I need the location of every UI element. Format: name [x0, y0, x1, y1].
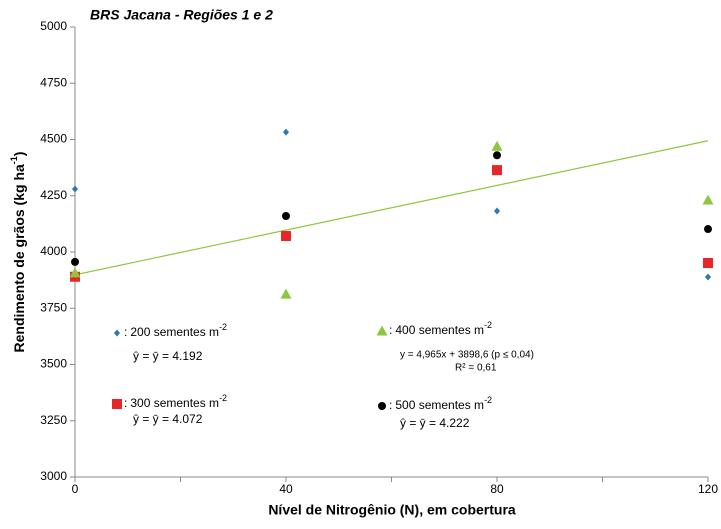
series-stat: R² = 0,61: [455, 363, 497, 374]
y-axis-label: Rendimento de grãos (kg ha-1): [9, 152, 26, 353]
y-tick-label: 3000: [40, 469, 67, 483]
legend-separator: :: [389, 398, 392, 412]
y-tick-label: 4500: [40, 132, 67, 146]
legend-entry: :500 sementes m-2: [389, 395, 492, 412]
series-stat: ŷ = ȳ = 4.072: [133, 412, 203, 426]
legend-marker: [114, 329, 120, 337]
legend-sup: -2: [484, 395, 492, 405]
y-tick-label: 3500: [40, 357, 67, 371]
point: [493, 151, 501, 160]
point: [705, 273, 711, 281]
legend-name: 300 sementes m: [130, 396, 219, 410]
point: [280, 288, 292, 299]
legend-sup: -2: [484, 320, 492, 330]
point: [281, 231, 291, 242]
series-stat: ŷ = ȳ = 4.192: [133, 349, 203, 363]
point: [494, 207, 500, 215]
legend-separator: :: [124, 396, 127, 410]
y-tick-label: 4250: [40, 188, 67, 202]
y-tick-label: 5000: [40, 19, 67, 33]
legend-marker: [376, 325, 388, 336]
x-tick-label: 120: [698, 482, 718, 496]
point: [492, 165, 502, 176]
point: [491, 140, 503, 151]
legend-name: 400 sementes m: [395, 323, 484, 337]
chart-title: BRS Jacana - Regiões 1 e 2: [90, 7, 273, 23]
point: [702, 194, 714, 205]
y-tick-label: 3750: [40, 300, 67, 314]
legend-sup: -2: [219, 393, 227, 403]
x-axis-label: Nível de Nitrogênio (N), em cobertura: [268, 502, 516, 518]
point: [703, 258, 713, 269]
y-label-sup: -1: [9, 156, 19, 164]
legend-name: 500 sementes m: [395, 398, 484, 412]
x-tick-label: 80: [490, 482, 504, 496]
point: [283, 128, 289, 136]
y-label-text: Rendimento de grãos (kg ha: [11, 164, 27, 352]
legend-entry: :300 sementes m-2: [124, 393, 227, 410]
y-tick-label: 3250: [40, 413, 67, 427]
legend-entry: :400 sementes m-2: [389, 320, 492, 337]
legend-entry: :200 sementes m-2: [124, 322, 227, 339]
trendline: [74, 140, 709, 276]
legend-separator: :: [389, 323, 392, 337]
point: [69, 267, 81, 278]
legend-sup: -2: [219, 322, 227, 332]
point: [282, 212, 290, 220]
y-label-end: ): [11, 152, 27, 157]
x-tick-label: 40: [279, 482, 293, 496]
point: [71, 257, 79, 266]
legend-separator: :: [124, 325, 127, 339]
y-tick-label: 4000: [40, 244, 67, 258]
x-tick-label: 0: [72, 482, 79, 496]
point: [72, 185, 78, 193]
legend-marker: [112, 399, 122, 409]
legend-name: 200 sementes m: [130, 325, 219, 339]
series-stat: y = 4,965x + 3898,6 (p ≤ 0,04): [400, 350, 534, 361]
y-tick-label: 4750: [40, 75, 67, 89]
point: [704, 225, 712, 234]
series-stat: ŷ = ȳ = 4.222: [400, 416, 470, 430]
legend-marker: [378, 402, 386, 410]
